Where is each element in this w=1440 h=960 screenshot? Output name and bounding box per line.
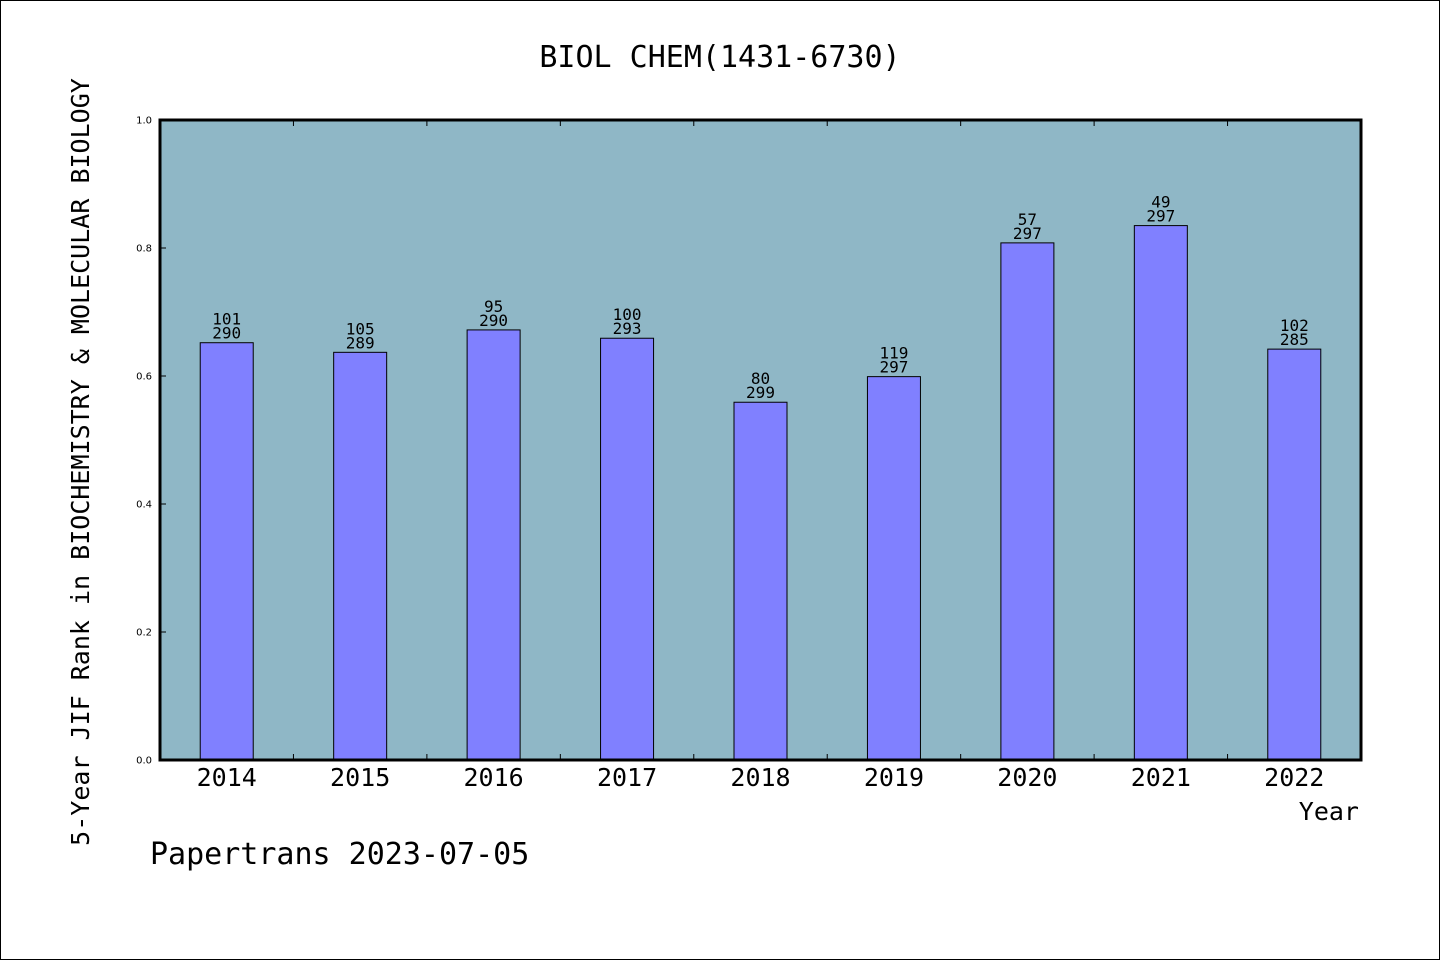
bars bbox=[199, 225, 1322, 761]
y-tick-label: 0.2 bbox=[136, 628, 152, 639]
y-tick-label: 0.0 bbox=[136, 756, 152, 767]
x-tick-labels: 2014 2015 2016 2017 2018 2019 2020 2021 2022 bbox=[197, 763, 1325, 792]
bar-label-total: 289 bbox=[346, 333, 375, 352]
y-tick-label: 0.8 bbox=[136, 244, 152, 255]
y-axis-label: 5-Year JIF Rank in BIOCHEMISTRY & MOLECU… bbox=[66, 78, 95, 846]
bar-label-rank: 119 bbox=[879, 344, 908, 363]
y-tick-label: 0.4 bbox=[136, 500, 152, 511]
bar-label-total: 297 bbox=[879, 358, 908, 377]
bar-label-rank: 105 bbox=[346, 319, 375, 338]
bar-2020 bbox=[1000, 242, 1055, 761]
bar-label-total: 285 bbox=[1280, 330, 1309, 349]
bar-2016 bbox=[466, 329, 521, 761]
bar-2015 bbox=[333, 351, 388, 761]
bar-label-total: 290 bbox=[212, 324, 241, 343]
bar-2014 bbox=[199, 342, 254, 761]
bar-label-total: 297 bbox=[1146, 207, 1175, 226]
bar-2017 bbox=[600, 337, 655, 761]
x-tick-label: 2014 bbox=[197, 763, 257, 792]
bar-2018 bbox=[733, 401, 788, 761]
bar-label-total: 290 bbox=[479, 311, 508, 330]
bar-2021 bbox=[1133, 225, 1188, 761]
bar-label-rank: 101 bbox=[212, 310, 241, 329]
y-tick-label: 0.6 bbox=[136, 372, 152, 383]
x-tick-label: 2017 bbox=[597, 763, 657, 792]
x-tick-label: 2020 bbox=[997, 763, 1057, 792]
bar-2019 bbox=[866, 376, 921, 761]
y-tick-labels: 0.0 0.2 0.4 0.6 0.8 1.0 bbox=[136, 116, 152, 767]
chart-title: BIOL CHEM(1431-6730) bbox=[539, 40, 900, 75]
bar-label-rank: 80 bbox=[751, 369, 770, 388]
x-tick-label: 2022 bbox=[1264, 763, 1324, 792]
x-tick-label: 2018 bbox=[730, 763, 790, 792]
bar-label-rank: 49 bbox=[1151, 193, 1170, 212]
y-tick-label: 1.0 bbox=[136, 116, 152, 127]
bar-label-total: 293 bbox=[613, 319, 642, 338]
x-tick-label: 2016 bbox=[464, 763, 524, 792]
bar-2022 bbox=[1267, 348, 1322, 761]
plot-border bbox=[158, 118, 1363, 762]
x-tick-label: 2015 bbox=[330, 763, 390, 792]
bar-label-total: 299 bbox=[746, 383, 775, 402]
x-tick-label: 2021 bbox=[1131, 763, 1191, 792]
bar-label-total: 297 bbox=[1013, 224, 1042, 243]
bar-label-rank: 100 bbox=[613, 305, 642, 324]
x-tick-label: 2019 bbox=[864, 763, 924, 792]
bar-label-rank: 102 bbox=[1280, 316, 1309, 335]
footer-text: Papertrans 2023-07-05 bbox=[150, 837, 529, 872]
x-axis-label: Year bbox=[1299, 797, 1359, 826]
bar-label-rank: 57 bbox=[1018, 210, 1037, 229]
bar-label-rank: 95 bbox=[484, 297, 503, 316]
